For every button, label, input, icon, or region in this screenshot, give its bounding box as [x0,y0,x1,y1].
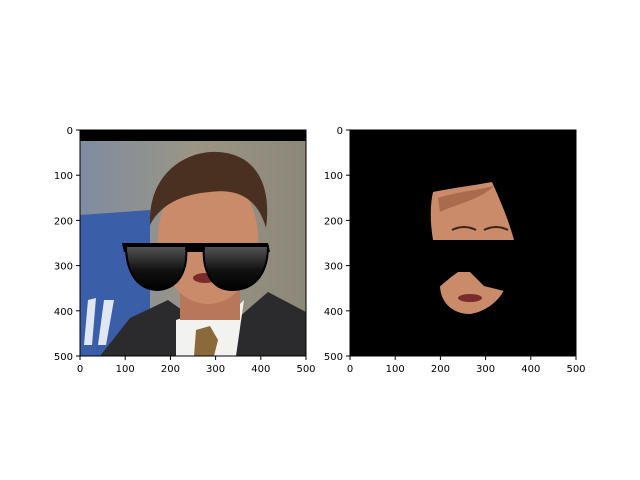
y-tick-label-left-4: 400 [54,307,73,318]
axes-left-image [80,130,306,356]
axes-left-frame: 0 100 200 300 400 500 0 100 200 300 400 500 [54,126,316,375]
x-tick-label-left-4: 400 [251,364,270,375]
y-tick-label-left-0: 0 [67,126,73,137]
x-tick-label-right-1: 100 [386,364,405,375]
y-tick-label-left-5: 500 [54,352,73,363]
y-tick-label-left-2: 200 [54,216,73,227]
y-tick-label-left-3: 300 [54,262,73,273]
axes-right-image [350,130,576,356]
x-tick-label-left-5: 500 [296,364,315,375]
x-tick-label-right-0: 0 [347,364,353,375]
y-tick-label-right-3: 300 [324,262,343,273]
x-tick-label-left-2: 200 [161,364,180,375]
x-tick-label-right-3: 300 [476,364,495,375]
x-tick-label-right-5: 500 [566,364,585,375]
x-tick-label-right-4: 400 [521,364,540,375]
y-tick-label-right-5: 500 [324,352,343,363]
x-tick-label-right-2: 200 [431,364,450,375]
axes-right-frame: 0 100 200 300 400 500 0 100 200 300 400 500 [324,126,586,375]
y-tick-label-right-0: 0 [337,126,343,137]
sunglasses-overlay [122,243,270,292]
x-tick-label-left-0: 0 [77,364,83,375]
y-tick-label-left-1: 100 [54,171,73,182]
x-tick-label-left-3: 300 [206,364,225,375]
x-tick-label-left-1: 100 [116,364,135,375]
y-tick-label-right-2: 200 [324,216,343,227]
y-tick-label-right-1: 100 [324,171,343,182]
y-tick-label-right-4: 400 [324,307,343,318]
